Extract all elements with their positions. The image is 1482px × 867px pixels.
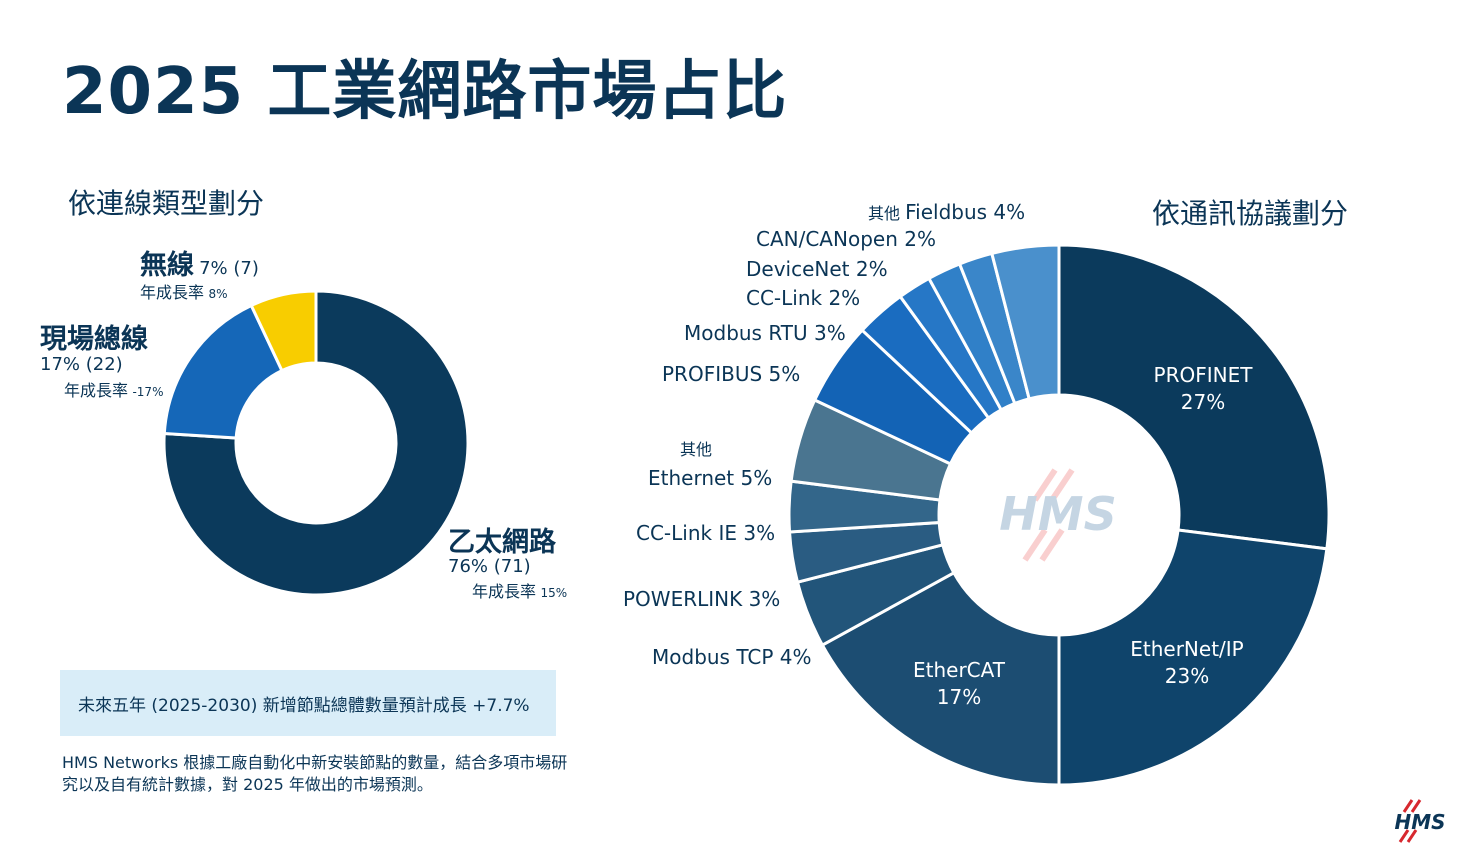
growth-callout: 未來五年 (2025-2030) 新增節點總體數量預計成長 +7.7% — [60, 670, 556, 736]
wireless-label: 無線 7% (7) — [140, 243, 259, 282]
fieldbus-growth: 年成長率 -17% — [64, 377, 163, 401]
wireless-growth-value: 8% — [208, 287, 228, 301]
wireless-name: 無線 — [140, 250, 194, 281]
ethernetip-inner-value: 23% — [1165, 664, 1209, 688]
can-label: CAN/CANopen 2% — [756, 227, 936, 251]
fieldbus-name: 現場總線 — [40, 324, 148, 355]
fieldbus-growth-value: -17% — [132, 385, 164, 399]
wireless-growth: 年成長率 8% — [140, 279, 228, 303]
fieldbus-value: 17% (22) — [40, 354, 123, 375]
wireless-value: 7% (7) — [199, 258, 259, 279]
devicenet-label: DeviceNet 2% — [746, 257, 888, 281]
cclink-label: CC-Link 2% — [746, 286, 861, 310]
profinet-inner-value: 27% — [1181, 390, 1225, 414]
ethernetip-inner-name: EtherNet/IP — [1130, 637, 1244, 661]
powerlink-label: POWERLINK 3% — [623, 587, 781, 611]
right-donut-chart — [787, 243, 1331, 787]
ethernet-name: 乙太網路 — [448, 527, 556, 558]
profibus-label: PROFIBUS 5% — [662, 362, 801, 386]
other-fieldbus-text: Fieldbus 4% — [905, 200, 1026, 224]
ethernet-growth: 年成長率 15% — [472, 578, 567, 602]
fieldbus-growth-label: 年成長率 — [64, 381, 129, 400]
connection-type-slice-0 — [162, 289, 470, 597]
connection-type-slice-2 — [249, 289, 318, 373]
other-fieldbus-label: 其他 Fieldbus 4% — [868, 200, 1025, 224]
ethernet-growth-value: 15% — [540, 586, 568, 600]
ethernet-growth-label: 年成長率 — [472, 582, 537, 601]
hms-watermark-logo: HMS — [999, 468, 1117, 562]
ethercat-inner-name: EtherCAT — [913, 658, 1006, 682]
ethercat-inner-value: 17% — [937, 685, 981, 709]
other-ethernet-small: 其他 — [680, 440, 713, 459]
page-title: 2025 工業網路市場占比 — [62, 55, 788, 129]
modbus-rtu-label: Modbus RTU 3% — [684, 321, 846, 345]
left-donut-chart — [162, 289, 470, 597]
other-fieldbus-small: 其他 — [868, 204, 901, 223]
svg-text:HMS: HMS — [999, 487, 1116, 541]
wireless-growth-label: 年成長率 — [140, 283, 205, 302]
cclink-ie-label: CC-Link IE 3% — [636, 521, 776, 545]
left-chart-subtitle: 依連線類型劃分 — [68, 187, 265, 220]
profinet-inner-name: PROFINET — [1154, 363, 1254, 387]
methodology-note: HMS Networks 根據工廠自動化中新安裝節點的數量，結合多項市場研究以及… — [62, 753, 568, 794]
right-inner-labels: PROFINET 27% EtherNet/IP 23% EtherCAT 17… — [913, 363, 1253, 709]
right-chart-subtitle: 依通訊協議劃分 — [1152, 197, 1349, 230]
protocol-slice-0 — [1057, 243, 1331, 551]
svg-text:HMS: HMS — [1394, 810, 1445, 834]
protocol-slice-12 — [990, 243, 1061, 401]
protocol-slice-1 — [1057, 528, 1329, 787]
modbus-tcp-label: Modbus TCP 4% — [652, 645, 812, 669]
hms-corner-logo: HMS — [1394, 799, 1446, 843]
protocol-slice-2 — [820, 570, 1061, 787]
other-ethernet-label: Ethernet 5% — [648, 466, 773, 490]
ethernet-value: 76% (71) — [448, 556, 531, 577]
